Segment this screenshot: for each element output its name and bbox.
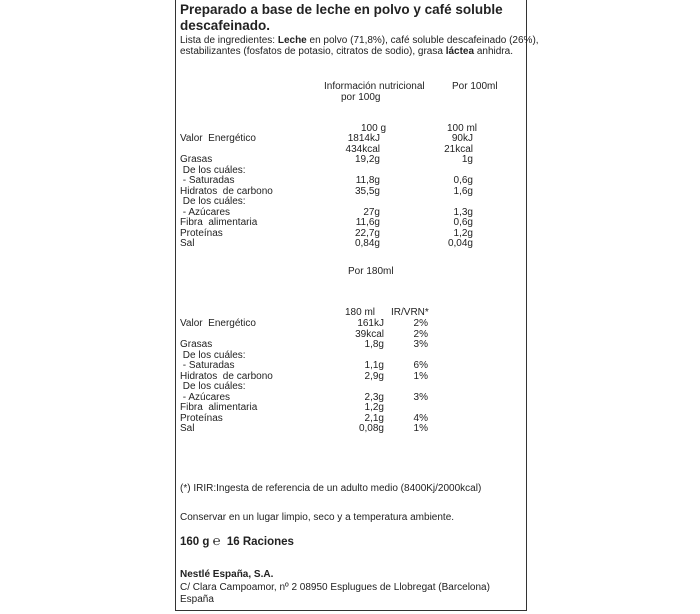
row-label: Hidratos de carbono	[180, 185, 273, 197]
row-label: Proteínas	[180, 412, 223, 424]
row-label: Valor Energético	[180, 133, 256, 144]
row-label: - Saturadas	[180, 360, 235, 371]
row-label: De los cuáles:	[180, 349, 246, 361]
ingredients-text: en polvo (71,8%), café soluble descafein…	[306, 35, 539, 46]
company-name: Nestlé España, S.A.	[180, 569, 274, 580]
table2-heading: Por 180ml	[348, 266, 394, 277]
storage-instructions: Conservar en un lugar limpio, seco y a t…	[180, 512, 455, 523]
row-value: 27g	[363, 206, 380, 218]
row-value: 0,04g	[447, 238, 473, 249]
table1-unit-col2: 100 ml	[447, 123, 478, 134]
row-value: 35,5g	[354, 185, 380, 197]
row-value: 0,84g	[354, 238, 380, 249]
row-label: De los cuáles:	[180, 381, 246, 392]
title-line-2: descafeinado.	[180, 18, 271, 33]
row-value: 1,6g	[453, 185, 473, 197]
table1-unit-col1: 100 g	[361, 123, 387, 134]
row-value: 19,2g	[354, 154, 380, 165]
row-value: 1g	[461, 154, 473, 165]
row-value: 90kJ	[451, 133, 473, 144]
row-value: 1,2g	[453, 227, 473, 239]
title-line-1: Preparado a base de leche en polvo y caf…	[180, 2, 503, 17]
row-value: 1814kJ	[347, 133, 380, 144]
row-label: Hidratos de carbono	[180, 370, 273, 382]
row-label: - Azúcares	[180, 206, 231, 218]
row-value: 3%	[413, 391, 428, 403]
row-value: 4%	[413, 412, 428, 424]
table2-unit-col1: 180 ml	[345, 307, 376, 318]
table1-header-col2: Por 100ml	[452, 81, 498, 92]
row-value: 2,9g	[364, 370, 384, 382]
row-value: 1,1g	[364, 360, 384, 371]
row-value: 11,6g	[355, 217, 380, 228]
row-label: Sal	[180, 238, 195, 249]
row-value: 1,2g	[364, 402, 384, 413]
row-value: 0,6g	[453, 175, 473, 186]
row-value: 1%	[413, 370, 428, 382]
net-quantity: 160 g ℮ 16 Raciones	[180, 534, 294, 549]
table1-header-col1-sub: por 100g	[341, 92, 381, 103]
company-address: C/ Clara Campoamor, nº 2 08950 Esplugues…	[180, 582, 490, 593]
ingredients-line-1: Lista de ingredientes: Leche en polvo (7…	[180, 35, 539, 46]
ingredient-allergen: Leche	[277, 35, 307, 46]
row-value: 434kcal	[345, 143, 380, 155]
ingredient-allergen: láctea	[445, 46, 475, 57]
net-weight: 160 g	[180, 536, 210, 548]
row-value: 39kcal	[355, 328, 384, 340]
row-value: 2,3g	[364, 391, 384, 403]
ingredients-prefix: Lista de ingredientes:	[180, 35, 278, 46]
row-label: De los cuáles:	[180, 196, 246, 207]
row-label: Valor Energético	[180, 318, 256, 329]
row-value: 0,08g	[358, 423, 384, 434]
row-label: - Azúcares	[180, 391, 231, 403]
row-value: 1%	[413, 423, 428, 434]
row-value: 1,3g	[453, 206, 473, 218]
ingredients-line-2: estabilizantes (fosfatos de potasio, cit…	[180, 46, 513, 57]
label-border	[175, 0, 527, 611]
row-label: Sal	[180, 423, 195, 434]
row-value: 6%	[413, 360, 428, 371]
row-value: 11,8g	[355, 175, 380, 186]
row-label: Grasas	[180, 154, 213, 165]
row-value: 3%	[413, 339, 428, 350]
row-value: 0,6g	[453, 217, 473, 228]
row-value: 22,7g	[354, 227, 380, 239]
ingredients-text: anhidra.	[474, 46, 513, 57]
company-country: España	[180, 594, 214, 605]
row-label: Fibra alimentaria	[180, 402, 258, 413]
row-value: 1,8g	[364, 339, 384, 350]
row-label: Proteínas	[180, 227, 223, 239]
row-value: 21kcal	[444, 143, 473, 155]
estimated-sign-icon: ℮	[212, 533, 221, 548]
table1-header-col1: Información nutricional	[324, 81, 425, 92]
row-label: De los cuáles:	[180, 164, 246, 176]
row-value: 2,1g	[364, 412, 384, 424]
row-label: - Saturadas	[180, 175, 235, 186]
table2-unit-col2: IR/VRN*	[391, 307, 429, 318]
row-value: 161kJ	[357, 318, 384, 329]
row-label: Fibra alimentaria	[180, 217, 258, 228]
row-value: 2%	[413, 318, 428, 329]
footnote: (*) IRIR:Ingesta de referencia de un adu…	[180, 483, 482, 494]
row-value: 2%	[413, 328, 428, 340]
servings: 16 Raciones	[226, 536, 294, 548]
ingredients-text: estabilizantes (fosfatos de potasio, cit…	[180, 46, 446, 57]
row-label: Grasas	[180, 339, 213, 350]
